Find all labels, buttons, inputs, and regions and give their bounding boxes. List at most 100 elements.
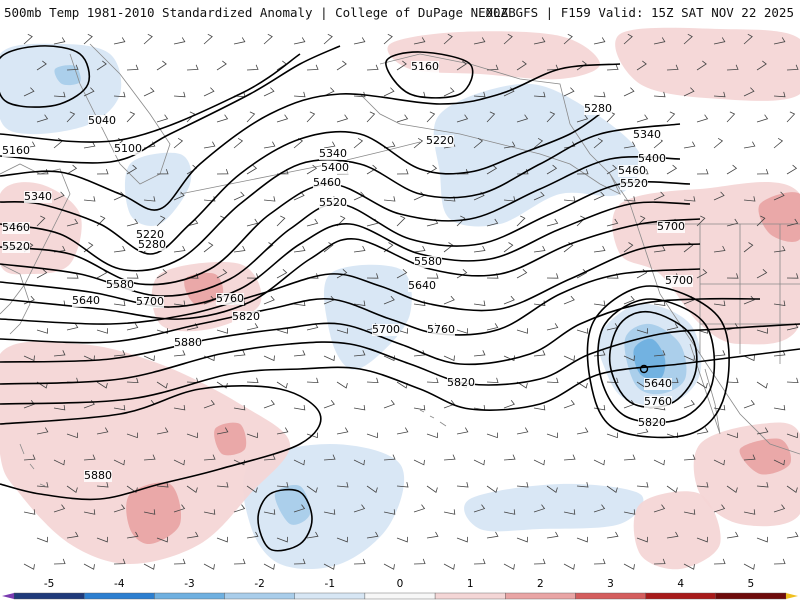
wind-barb [246,531,259,539]
contour-label-background [665,275,693,287]
wind-barb [246,218,259,227]
wind-barb [743,87,755,97]
wind-barb [636,536,648,543]
wind-barb [786,531,799,539]
wind-barb [666,111,676,123]
wind-barb [353,137,364,149]
wind-barb [66,64,79,71]
wind-barb [533,504,546,513]
wind-barb [366,273,379,279]
wind-barb [246,164,258,175]
wind-barb [576,114,589,123]
wind-barb [276,215,286,227]
wind-barb [636,269,648,279]
contour-label-5520: 5520 [2,240,30,253]
wind-barb [96,536,108,543]
wind-barb [726,111,736,123]
wind-barb [383,563,395,570]
wind-barb [606,377,619,384]
wind-barb [246,111,256,123]
wind-barb [323,563,335,570]
wind-barb [696,536,708,543]
wind-barb [533,459,545,466]
contour-label-5520: 5520 [620,177,648,190]
contour-label-background [216,293,244,305]
wind-barb [473,91,486,98]
wind-barb [623,141,636,149]
contour-label-5640: 5640 [408,279,436,292]
wind-barb [113,350,126,357]
wind-barb [756,269,768,279]
colorbar-tick-label: 4 [677,578,684,590]
wind-barb [696,427,709,435]
wind-barb [773,37,786,45]
wind-barb [276,114,289,123]
contour-label-background [88,115,116,127]
wind-barb [383,355,395,362]
wind-barb [563,355,575,362]
anomaly-region [0,341,291,564]
wind-barb [203,87,215,97]
wind-barb [503,141,516,149]
wind-barb [413,245,426,253]
hawaii-islands [419,409,447,427]
wind-barb [36,427,49,435]
wind-barb [126,218,139,227]
wind-barb [503,454,516,461]
wind-barb [726,531,739,539]
wind-barb [216,381,228,389]
wind-barb [743,196,756,202]
wind-barb [726,485,738,493]
wind-barb [276,536,288,543]
wind-barb [23,355,35,362]
wind-barb [623,242,634,253]
wind-barb [726,64,739,71]
wind-barb [366,111,376,123]
wind-barb [396,427,409,435]
wind-barb [653,459,665,466]
wind-barb [246,485,258,493]
wind-barb [53,350,66,357]
wind-barb [503,509,516,515]
wind-barb [516,328,528,334]
contour-label-5280: 5280 [584,102,612,115]
wind-barb [83,33,93,45]
map-title: 500mb Temp 1981-2010 Standardized Anomal… [4,5,516,20]
wind-barb [773,245,786,253]
wind-barb [516,114,529,123]
wind-barb [503,33,513,45]
contour-label-5160: 5160 [411,60,439,73]
wind-barb [173,91,186,98]
wind-barb [156,168,169,175]
wind-barb [546,377,559,384]
wind-barb [456,114,469,123]
wind-barb [216,269,228,279]
wind-barb [246,64,259,71]
low-center-marker [639,364,649,374]
contour-label-5820: 5820 [232,310,260,323]
wind-barb [486,323,499,331]
wind-barb [263,563,275,570]
wind-barb [263,400,275,409]
wind-barb [306,164,318,175]
wind-barb [126,485,138,493]
wind-barb [623,196,636,202]
wind-barb [336,215,346,227]
wind-barb [353,245,366,253]
wind-barb [53,558,66,565]
contour-label-5040: 5040 [88,114,116,127]
wind-barb [786,432,798,439]
wind-barb [396,168,409,175]
wind-barb [786,377,799,384]
wind-barb [623,355,635,362]
wind-barb [473,350,486,357]
wind-barb [743,400,755,409]
anomaly-region [433,83,642,227]
wind-barb [473,459,485,466]
wind-barb [653,504,666,513]
wind-barb [36,60,47,71]
wind-barb [743,33,753,45]
wind-barb [396,114,409,123]
colorbar-swatch [434,592,506,600]
wind-barb [563,33,573,45]
